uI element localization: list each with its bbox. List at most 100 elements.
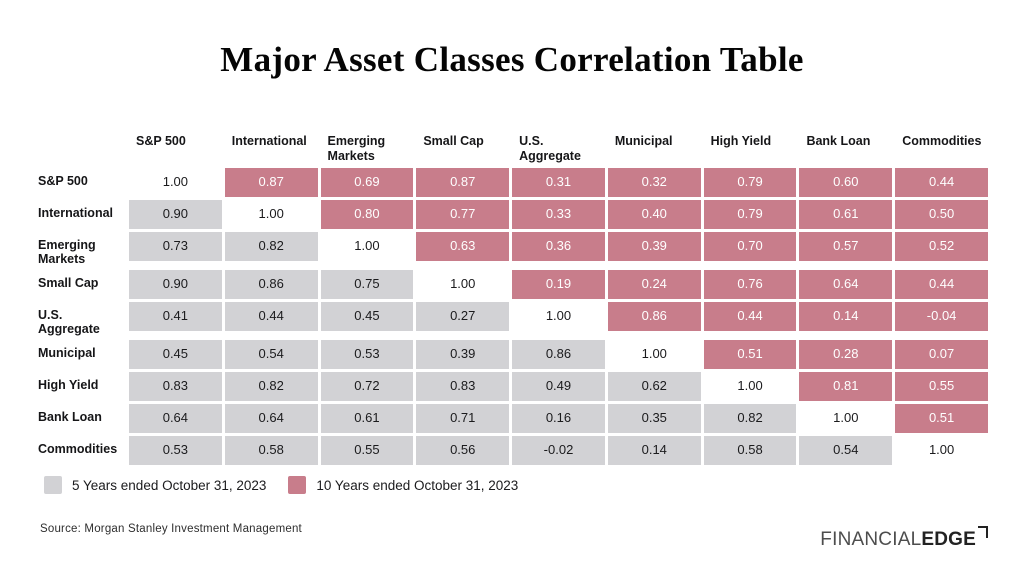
correlation-cell: 0.73	[129, 232, 222, 261]
correlation-cell: 0.57	[799, 232, 893, 261]
correlation-cell: 0.07	[895, 339, 988, 369]
row-header: High Yield	[38, 377, 99, 392]
correlation-cell: 0.80	[320, 200, 414, 229]
correlation-cell: 0.50	[895, 200, 988, 229]
correlation-cell: 0.49	[512, 371, 605, 401]
logo-text-financial: FINANCIAL	[820, 529, 922, 550]
row-header: S&P 500	[38, 174, 88, 188]
correlation-cell: 1.00	[129, 168, 222, 197]
correlation-cell: 0.71	[416, 403, 510, 433]
row-header: Commodities	[38, 441, 118, 456]
correlation-cell: 0.44	[224, 301, 318, 331]
legend-item-10yr: 10 Years ended October 31, 2023	[288, 476, 518, 494]
correlation-cell: 0.53	[320, 339, 414, 369]
correlation-cell: 0.51	[895, 403, 988, 433]
legend: 5 Years ended October 31, 2023 10 Years …	[44, 476, 518, 494]
row-header: U.S. Aggregate	[38, 307, 100, 337]
legend-label-10yr: 10 Years ended October 31, 2023	[316, 477, 519, 493]
correlation-cell: 0.64	[129, 403, 222, 433]
correlation-cell: 0.40	[607, 200, 701, 229]
correlation-cell: 0.16	[512, 403, 605, 433]
correlation-cell: -0.04	[895, 301, 988, 331]
column-header: U.S. Aggregate	[519, 134, 581, 163]
correlation-cell: 0.33	[512, 200, 605, 229]
correlation-cell: 0.39	[416, 339, 510, 369]
correlation-cell: 0.54	[799, 435, 893, 465]
correlation-cell: 0.61	[320, 403, 414, 433]
correlation-cell: 0.19	[512, 269, 605, 299]
source-text: Source: Morgan Stanley Investment Manage…	[40, 523, 302, 535]
correlation-cell: 0.39	[607, 232, 701, 261]
correlation-cell: 1.00	[607, 339, 701, 369]
correlation-cell: 0.87	[416, 168, 510, 197]
row-header: International	[38, 206, 114, 220]
correlation-cell: 1.00	[703, 371, 797, 401]
correlation-cell: 0.79	[703, 200, 797, 229]
correlation-cell: 0.75	[320, 269, 414, 299]
correlation-cell: 0.27	[416, 301, 510, 331]
correlation-cell: 0.82	[224, 232, 318, 261]
column-header: S&P 500	[136, 134, 186, 148]
correlation-cell: 0.69	[320, 168, 414, 197]
financial-edge-logo: FINANCIALEDGE	[820, 526, 988, 551]
column-header: Bank Loan	[806, 134, 871, 148]
correlation-cell: 0.44	[895, 168, 988, 197]
correlation-cell: 1.00	[895, 435, 988, 465]
correlation-cell: 0.79	[703, 168, 797, 197]
correlation-cell: 0.14	[799, 301, 893, 331]
correlation-cell: 0.90	[129, 269, 222, 299]
correlation-cell: 0.63	[416, 232, 510, 261]
column-header: Municipal	[614, 134, 673, 148]
correlation-cell: 0.86	[607, 301, 701, 331]
correlation-cell: 0.77	[416, 200, 510, 229]
correlation-cell: 0.44	[895, 269, 988, 299]
correlation-cell: 0.31	[512, 168, 605, 197]
correlation-cell: 0.24	[607, 269, 701, 299]
correlation-cell: 0.55	[320, 435, 414, 465]
correlation-cell: 0.81	[799, 371, 893, 401]
correlation-cell: 0.82	[703, 403, 797, 433]
correlation-cell: 0.83	[129, 371, 222, 401]
correlation-cell: 0.51	[703, 339, 797, 369]
correlation-cell: 0.52	[895, 232, 988, 261]
correlation-cell: 1.00	[416, 269, 510, 299]
legend-item-5yr: 5 Years ended October 31, 2023	[44, 476, 266, 494]
correlation-cell: 0.83	[416, 371, 510, 401]
correlation-cell: 0.90	[129, 200, 222, 229]
correlation-cell: 0.45	[129, 339, 222, 369]
correlation-cell: 0.44	[703, 301, 797, 331]
logo-corner-icon	[978, 526, 988, 538]
correlation-cell: 1.00	[512, 301, 605, 331]
column-header: Commodities	[902, 134, 982, 148]
table-corner-blank	[38, 133, 126, 165]
legend-swatch-5yr	[44, 476, 62, 494]
correlation-cell: 0.28	[799, 339, 893, 369]
correlation-cell: 0.70	[703, 232, 797, 261]
correlation-cell: -0.02	[512, 435, 605, 465]
correlation-cell: 0.86	[512, 339, 605, 369]
legend-swatch-10yr	[288, 476, 307, 494]
correlation-cell: 0.14	[607, 435, 701, 465]
correlation-cell: 0.64	[799, 269, 893, 299]
correlation-cell: 0.53	[129, 435, 222, 465]
correlation-cell: 1.00	[799, 403, 893, 433]
correlation-cell: 0.35	[607, 403, 701, 433]
correlation-cell: 0.86	[224, 269, 318, 299]
correlation-cell: 0.72	[320, 371, 414, 401]
row-header: Small Cap	[38, 275, 99, 290]
correlation-cell: 0.58	[703, 435, 797, 465]
correlation-cell: 0.56	[416, 435, 510, 465]
legend-label-5yr: 5 Years ended October 31, 2023	[72, 477, 267, 493]
row-header: Bank Loan	[38, 409, 102, 424]
correlation-cell: 0.55	[895, 371, 988, 401]
column-header: Emerging Markets	[327, 134, 386, 163]
correlation-table: S&P 500 International Emerging Markets Smal…	[38, 133, 988, 465]
correlation-cell: 0.87	[224, 168, 318, 197]
correlation-cell: 0.60	[799, 168, 893, 197]
column-header: Small Cap	[423, 134, 484, 148]
correlation-cell: 0.54	[224, 339, 318, 369]
correlation-cell: 0.36	[512, 232, 605, 261]
logo-text-edge: EDGE	[921, 529, 976, 550]
row-header: Municipal	[38, 345, 96, 360]
